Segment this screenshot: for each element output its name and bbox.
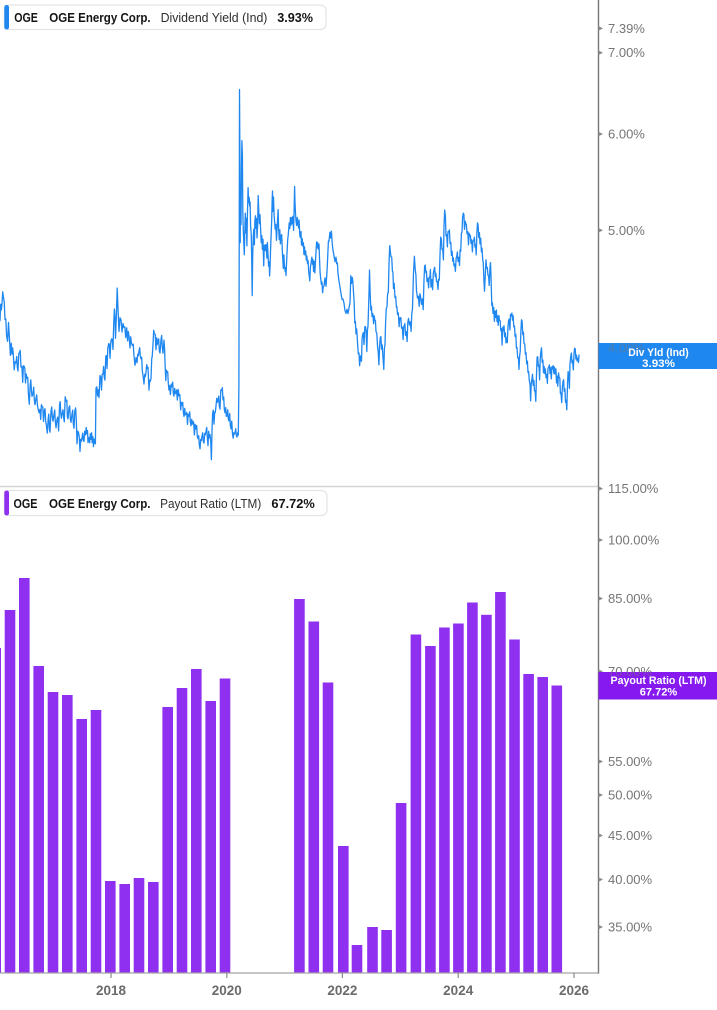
svg-text:40.00%: 40.00% [608,872,653,887]
svg-text:OGE: OGE [14,10,38,25]
svg-text:OGE Energy Corp.: OGE Energy Corp. [49,10,150,25]
svg-text:2022: 2022 [327,983,357,998]
svg-text:7.00%: 7.00% [608,45,645,60]
svg-text:5.00%: 5.00% [608,223,645,238]
svg-text:85.00%: 85.00% [608,591,653,606]
svg-text:100.00%: 100.00% [608,533,660,548]
svg-text:50.00%: 50.00% [608,788,653,803]
svg-text:115.00%: 115.00% [608,481,659,496]
svg-text:55.00%: 55.00% [608,754,653,769]
svg-text:7.39%: 7.39% [608,21,645,36]
svg-text:2024: 2024 [443,983,474,998]
svg-text:OGE Energy Corp.: OGE Energy Corp. [49,496,151,511]
svg-text:45.00%: 45.00% [608,828,653,843]
svg-text:Dividend Yield (Ind): Dividend Yield (Ind) [161,10,268,25]
svg-text:OGE: OGE [14,496,38,511]
svg-text:67.72%: 67.72% [271,496,315,511]
svg-text:67.72%: 67.72% [640,686,678,698]
svg-text:6.00%: 6.00% [608,127,645,142]
svg-text:Payout Ratio (LTM): Payout Ratio (LTM) [611,675,707,687]
svg-text:2026: 2026 [559,983,590,998]
svg-text:3.93%: 3.93% [642,358,675,370]
svg-text:2020: 2020 [212,983,242,998]
svg-text:35.00%: 35.00% [608,920,653,935]
svg-text:3.93%: 3.93% [277,10,313,25]
svg-text:2018: 2018 [96,983,127,998]
svg-text:Payout Ratio (LTM): Payout Ratio (LTM) [160,496,261,511]
